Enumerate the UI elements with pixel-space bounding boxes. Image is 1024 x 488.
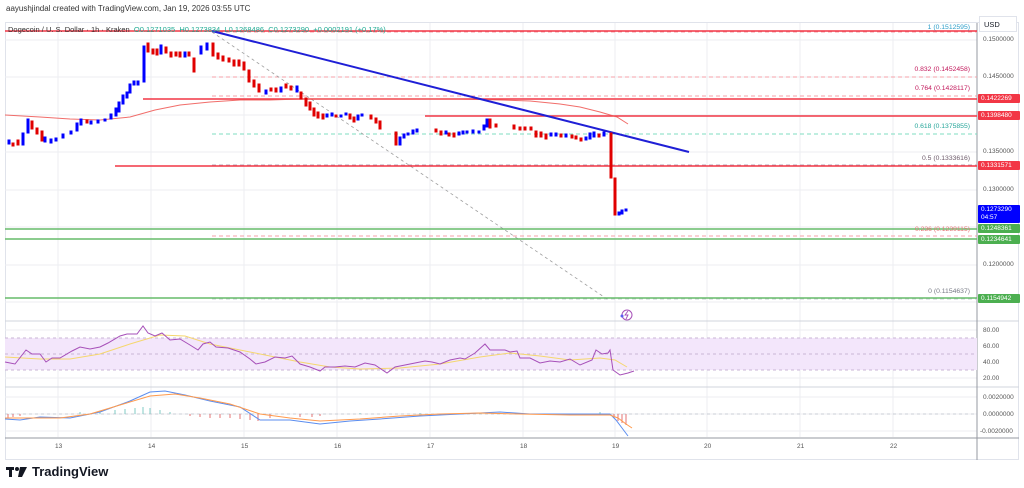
chart-credit: aayushjindal created with TradingView.co… — [6, 4, 251, 13]
fib-label-0: 0 (0.1154637) — [928, 288, 970, 295]
fib-label-0236: 0.236 (0.1239115) — [914, 226, 970, 233]
symbol-legend: Dogecoin / U. S. Dollar · 1h · Kraken O0… — [8, 25, 386, 34]
date-tick: 19 — [612, 443, 620, 450]
bar-countdown: 04:57 — [981, 214, 998, 222]
date-tick: 18 — [520, 443, 528, 450]
macd-tick: -0.0020000 — [980, 428, 1013, 435]
signal-line — [5, 393, 633, 429]
price-tick: 0.1450000 — [983, 73, 1014, 80]
rsi-tick: 20.00 — [983, 375, 1000, 382]
descending-trendline — [211, 30, 690, 153]
price-tick: 0.1200000 — [983, 261, 1014, 268]
close-value: C0.1273290 — [268, 25, 310, 34]
price-tick: 0.1350000 — [983, 148, 1014, 155]
rsi-line — [4, 325, 635, 376]
change-value: +0.0002191 (+0.17%) — [313, 25, 386, 34]
symbol-name: Dogecoin / U. S. Dollar · 1h · Kraken — [8, 25, 130, 34]
macd-tick: 0.0020000 — [983, 394, 1014, 401]
candlesticks — [7, 42, 628, 216]
date-tick: 13 — [55, 443, 63, 450]
price-tag-support-3: 0.1154942 — [978, 294, 1020, 303]
price-tag-resistance-3: 0.1331571 — [978, 161, 1020, 170]
rsi-ma-line — [4, 334, 628, 370]
fib-label-0764: 0.764 (0.1428117) — [914, 85, 970, 92]
date-tick: 17 — [427, 443, 435, 450]
tradingview-logo-icon — [6, 466, 27, 477]
date-tick: 15 — [241, 443, 249, 450]
currency-selector[interactable]: USD — [979, 16, 1017, 32]
current-price-value: 0.1273290 — [981, 206, 1012, 213]
fib-retracement-lines — [212, 31, 977, 300]
price-tick: 0.1300000 — [983, 186, 1014, 193]
fib-label-0618: 0.618 (0.1375855) — [914, 123, 970, 130]
date-tick: 16 — [334, 443, 342, 450]
price-tick: 0.1500000 — [983, 36, 1014, 43]
price-tag-resistance-2: 0.1398480 — [978, 111, 1020, 120]
fib-label-0832: 0.832 (0.1452458) — [914, 66, 970, 73]
macd-histogram-positive — [79, 407, 601, 414]
horizontal-levels — [5, 30, 977, 299]
fib-label-1: 1 (0.1512595) — [927, 24, 970, 31]
rsi-tick: 40.00 — [983, 359, 1000, 366]
low-value: L0.1268486 — [224, 25, 265, 34]
fib-label-05: 0.5 (0.1333616) — [922, 155, 970, 162]
current-price-tag: 0.1273290 04:57 — [978, 205, 1020, 224]
high-value: H0.1273834 — [179, 25, 221, 34]
date-tick: 21 — [797, 443, 805, 450]
date-tick: 20 — [704, 443, 712, 450]
macd-line — [4, 390, 629, 437]
rsi-tick: 80.00 — [983, 327, 1000, 334]
price-tag-support-1: 0.1248361 — [978, 224, 1020, 233]
macd-tick: 0.0000000 — [983, 411, 1014, 418]
date-tick: 22 — [890, 443, 898, 450]
date-tick: 14 — [148, 443, 156, 450]
brand-name: TradingView — [32, 464, 109, 479]
vertical-gridlines — [57, 23, 894, 437]
price-tag-resistance-1: 0.1422269 — [978, 94, 1020, 103]
price-tag-support-2: 0.1234641 — [978, 235, 1020, 244]
open-value: O0.1271035 — [133, 25, 176, 34]
fib-trend-line — [211, 31, 608, 300]
moving-average-line — [4, 98, 629, 125]
rsi-tick: 60.00 — [983, 343, 1000, 350]
tradingview-brand: TradingView — [6, 464, 108, 479]
